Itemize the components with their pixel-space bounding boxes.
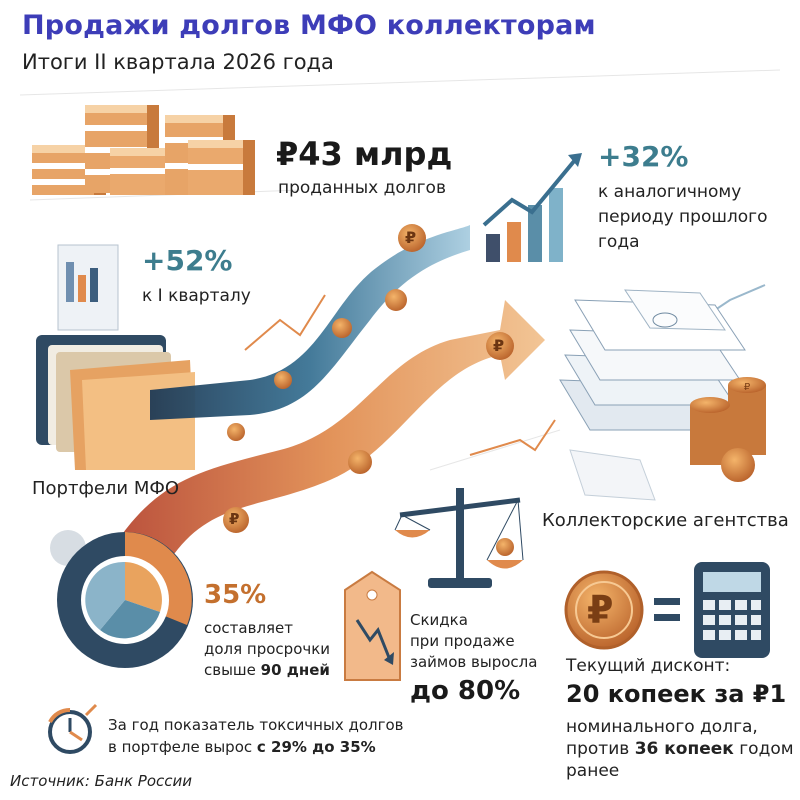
qoq-growth-value: +52% (142, 244, 233, 277)
sold-debts-value: ₽43 млрд (276, 135, 453, 173)
overdue-share-caption: составляет доля просрочки свыше 90 дней (204, 618, 330, 681)
stopwatch-icon (48, 703, 98, 754)
discount-prev-value: 36 копеек (634, 739, 734, 759)
discount-line: займов выросла (410, 653, 538, 671)
discount-line: Скидка (410, 611, 468, 629)
page-subtitle: Итоги II квартала 2026 года (22, 50, 334, 74)
teal-flow-stream (150, 225, 470, 420)
coin-ruble-glyph: ₽ (493, 336, 505, 355)
toxic-line: в портфеле вырос с 29% до 35% (108, 736, 404, 758)
overdue-line: свыше 90 дней (204, 660, 330, 681)
folder-portfolio-icon (36, 244, 195, 470)
orange-flow-stream (118, 300, 545, 560)
ruble-coin-icon (564, 570, 644, 650)
overdue-share-value: 35% (204, 580, 267, 610)
current-discount-note: номинального долга, против 36 копеек год… (566, 716, 794, 782)
discount-growth-caption: Скидка при продаже займов выросла (410, 610, 537, 673)
yoy-growth-caption: к аналогичному периоду прошлого года (598, 180, 768, 255)
discount-note-line: против 36 копеек годом (566, 738, 794, 760)
source-note: Источник: Банк России (10, 772, 193, 790)
calculator-icon (694, 562, 770, 658)
money-stacks-icon (32, 105, 255, 195)
coin-ruble-glyph: ₽ (405, 228, 417, 247)
overdue-donut-chart (50, 530, 193, 668)
overdue-line: составляет (204, 619, 294, 637)
agencies-label: Коллекторские агентства (542, 510, 789, 531)
discount-note-line: номинального долга, (566, 717, 758, 737)
discount-note-prefix: против (566, 739, 635, 759)
yoy-caption-line: года (598, 232, 640, 252)
portfolios-label: Портфели МФО (32, 478, 180, 499)
yoy-growth-value: +32% (598, 140, 689, 173)
discount-note-suffix: годом (733, 739, 794, 759)
overdue-line-prefix: свыше (204, 661, 261, 679)
page-title: Продажи долгов МФО коллекторам (22, 10, 596, 41)
svg-text:₽: ₽ (744, 382, 751, 393)
equals-sign-icon (654, 598, 680, 621)
qoq-growth-caption: к I кварталу (142, 286, 251, 306)
yoy-caption-line: периоду прошлого (598, 207, 768, 227)
toxic-line-prefix: в портфеле вырос (108, 738, 257, 756)
price-tag-icon (344, 570, 401, 681)
discount-line: при продаже (410, 632, 515, 650)
scales-icon (394, 488, 524, 588)
growth-chart-icon (482, 153, 582, 262)
yoy-caption-line: к аналогичному (598, 182, 742, 202)
toxic-line: За год показатель токсичных долгов (108, 716, 404, 734)
discount-growth-value: до 80% (410, 676, 521, 706)
sold-debts-caption: проданных долгов (278, 178, 446, 198)
discount-note-line: ранее (566, 761, 620, 781)
document-stack-icon (559, 289, 746, 501)
current-discount-label: Текущий дисконт: (566, 656, 731, 676)
flow-coins (223, 224, 514, 533)
overdue-days: 90 дней (260, 661, 330, 679)
coin-ruble-glyph: ₽ (229, 510, 240, 528)
current-discount-value: 20 копеек за ₽1 (566, 680, 787, 708)
coin-stacks-icon: ₽ (690, 377, 766, 482)
toxic-range: с 29% до 35% (256, 738, 376, 756)
overdue-line: доля просрочки (204, 640, 331, 658)
toxic-debts-note: За год показатель токсичных долгов в пор… (108, 714, 404, 758)
coin-ruble-glyph: ₽ (587, 588, 614, 632)
